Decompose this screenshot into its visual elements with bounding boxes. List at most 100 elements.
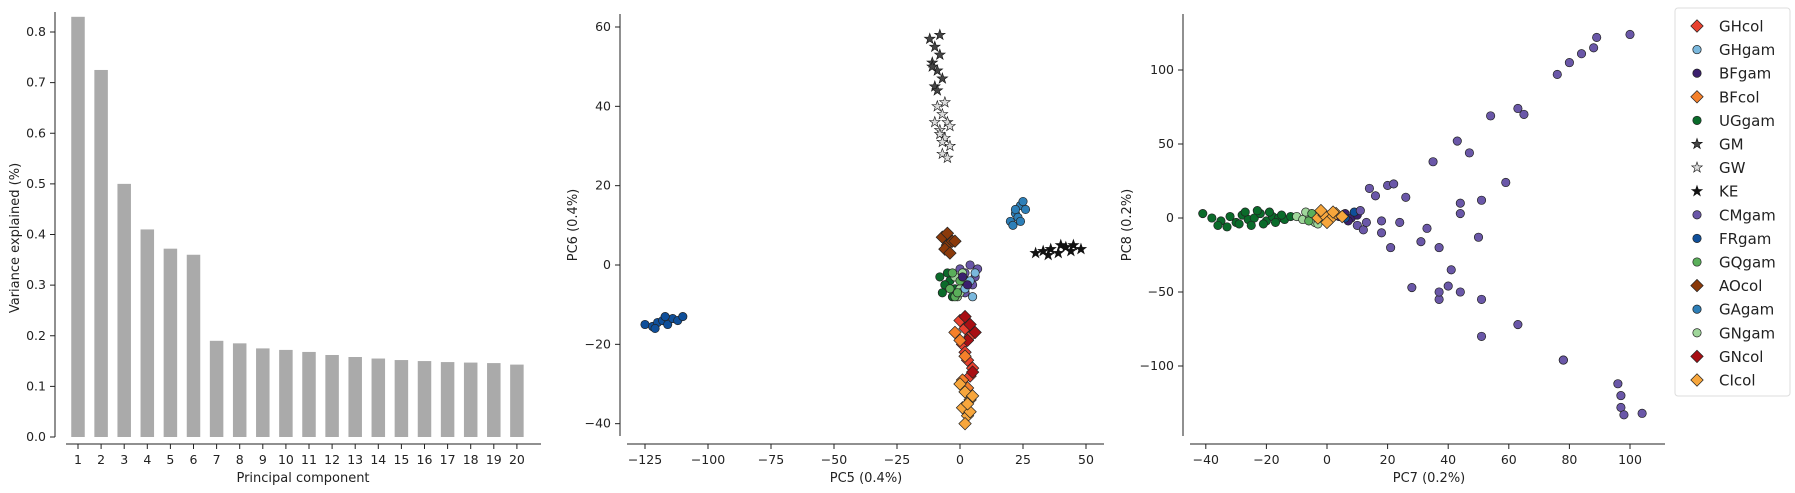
point-GW bbox=[944, 139, 956, 151]
legend-marker-GQgam bbox=[1692, 257, 1702, 267]
y-tick-label: −40 bbox=[585, 416, 611, 431]
x-tick-label: 11 bbox=[301, 452, 317, 467]
x-tick-label: 7 bbox=[213, 452, 221, 467]
legend: GHcol GHgam BFgam BFcol UGgam GM GW KE CMgam FRga… bbox=[1674, 7, 1791, 397]
y-tick-label: 100 bbox=[1150, 62, 1174, 77]
x-tick-label: 10 bbox=[278, 452, 294, 467]
x-tick-label: −50 bbox=[821, 452, 847, 467]
legend-label: GHgam bbox=[1719, 41, 1775, 59]
bar-pc-7 bbox=[209, 340, 224, 437]
x-tick-label: 60 bbox=[1501, 452, 1517, 467]
point-CMgam bbox=[1476, 195, 1487, 205]
x-tick-label: 5 bbox=[166, 452, 174, 467]
x-tick-label: −25 bbox=[884, 452, 910, 467]
x-axis: −40 −20 0 20 40 60 80 100 bbox=[1190, 443, 1665, 467]
point-GAgam bbox=[1010, 204, 1021, 215]
legend-marker-GAgam bbox=[1692, 304, 1702, 314]
legend-entry-GHcol: GHcol bbox=[1690, 18, 1764, 36]
point-CMgam bbox=[1576, 49, 1587, 59]
legend-label: GNcol bbox=[1719, 348, 1763, 366]
point-CMgam bbox=[1395, 217, 1405, 228]
legend-entry-GW: GW bbox=[1691, 159, 1746, 177]
legend-marker-GNgam bbox=[1692, 328, 1702, 338]
x-tick-label: 2 bbox=[97, 452, 105, 467]
legend-label: CMgam bbox=[1719, 206, 1776, 224]
point-UGgam bbox=[1264, 207, 1275, 217]
y-tick-label: 20 bbox=[595, 178, 611, 193]
point-UGgam bbox=[1234, 219, 1244, 229]
point-UGgam bbox=[1207, 213, 1217, 223]
x-axis-label: PC5 (0.4%) bbox=[830, 471, 903, 486]
point-KE bbox=[1029, 247, 1042, 259]
point-KE bbox=[1075, 243, 1087, 255]
point-GW bbox=[931, 100, 944, 112]
x-axis: −125 −100 −75 −50 −25 0 25 50 bbox=[627, 443, 1104, 467]
point-CMgam bbox=[1513, 319, 1523, 330]
bar-pc-11 bbox=[302, 351, 316, 437]
y-tick-label: 60 bbox=[595, 19, 611, 34]
x-tick-label: 8 bbox=[236, 452, 244, 467]
legend-entries: GHcol GHgam BFgam BFcol UGgam GM GW KE CMgam FRga… bbox=[1690, 18, 1776, 390]
x-tick-label: 16 bbox=[417, 452, 433, 467]
x-tick-label: 18 bbox=[463, 452, 479, 467]
bar-pc-5 bbox=[163, 248, 178, 437]
y-tick-label: 0.7 bbox=[26, 75, 46, 90]
point-UGgam bbox=[1252, 205, 1263, 216]
point-UGgam bbox=[1213, 220, 1223, 231]
legend-label: KE bbox=[1719, 183, 1738, 201]
pc5-pc6-scatter: −125 −100 −75 −50 −25 0 25 50 −40 −20 0 20 40 60 PC5… bbox=[566, 14, 1104, 486]
point-CMgam bbox=[1455, 198, 1466, 208]
point-BFgam bbox=[962, 280, 973, 290]
bar-pc-12 bbox=[325, 354, 339, 437]
legend-entry-GNcol: GNcol bbox=[1690, 348, 1763, 366]
variance-bar-chart: 1 2 3 4 5 6 7 8 9 10 11 12 13 14 15 16 17 18 19 20 0.00.10.… bbox=[8, 12, 541, 486]
point-GHgam bbox=[967, 292, 978, 302]
legend-entry-CMgam: CMgam bbox=[1692, 206, 1776, 224]
x-tick-label: 17 bbox=[440, 452, 456, 467]
point-UGgam bbox=[935, 272, 945, 282]
legend-label: GAgam bbox=[1719, 301, 1774, 319]
point-UGgam bbox=[1222, 222, 1232, 232]
point-FRgam bbox=[660, 311, 670, 322]
y-axis: −100 −50 0 50 100 bbox=[1140, 14, 1184, 436]
point-CMgam bbox=[1558, 355, 1569, 365]
legend-entry-BFcol: BFcol bbox=[1690, 88, 1760, 106]
y-axis: 0.0 0.1 0.2 0.3 0.4 0.5 0.6 0.7 0.8 bbox=[26, 12, 56, 444]
point-CMgam bbox=[1434, 242, 1444, 253]
y-tick-label: 50 bbox=[1158, 136, 1174, 151]
point-CMgam bbox=[1385, 242, 1396, 253]
legend-frame bbox=[1674, 7, 1791, 397]
legend-entry-UGgam: UGgam bbox=[1692, 112, 1775, 130]
y-axis-label: PC8 (0.2%) bbox=[1120, 189, 1135, 262]
x-tick-label: 9 bbox=[259, 452, 267, 467]
bar-pc-2 bbox=[94, 69, 108, 437]
x-tick-label: −125 bbox=[628, 452, 662, 467]
point-CMgam bbox=[1388, 179, 1399, 189]
bar-pc-16 bbox=[417, 361, 432, 437]
y-tick-label: −50 bbox=[1148, 284, 1174, 299]
points bbox=[1198, 29, 1647, 420]
legend-label: CIcol bbox=[1719, 372, 1756, 390]
point-CMgam bbox=[1476, 294, 1487, 305]
x-tick-label: 1 bbox=[74, 452, 82, 467]
y-tick-label: 40 bbox=[595, 98, 611, 113]
y-tick-label: 0.4 bbox=[26, 227, 46, 242]
y-tick-label: 0.2 bbox=[26, 328, 46, 343]
x-tick-label: −75 bbox=[758, 452, 784, 467]
point-CMgam bbox=[1407, 282, 1417, 293]
point-CMgam bbox=[1376, 216, 1387, 226]
point-UGgam bbox=[1270, 217, 1281, 228]
point-GAgam bbox=[1008, 220, 1018, 231]
y-tick-label: −20 bbox=[585, 336, 611, 351]
point-CMgam bbox=[1416, 236, 1426, 247]
y-tick-label: 0 bbox=[1166, 210, 1174, 225]
x-tick-label: 6 bbox=[190, 452, 198, 467]
bar-pc-8 bbox=[232, 343, 247, 437]
point-CMgam bbox=[965, 260, 975, 270]
point-GQgam bbox=[952, 288, 963, 298]
legend-marker-CMgam bbox=[1692, 210, 1702, 220]
x-tick-label: 0 bbox=[956, 452, 964, 467]
point-CMgam bbox=[1473, 232, 1484, 242]
point-GQgam bbox=[945, 284, 955, 294]
